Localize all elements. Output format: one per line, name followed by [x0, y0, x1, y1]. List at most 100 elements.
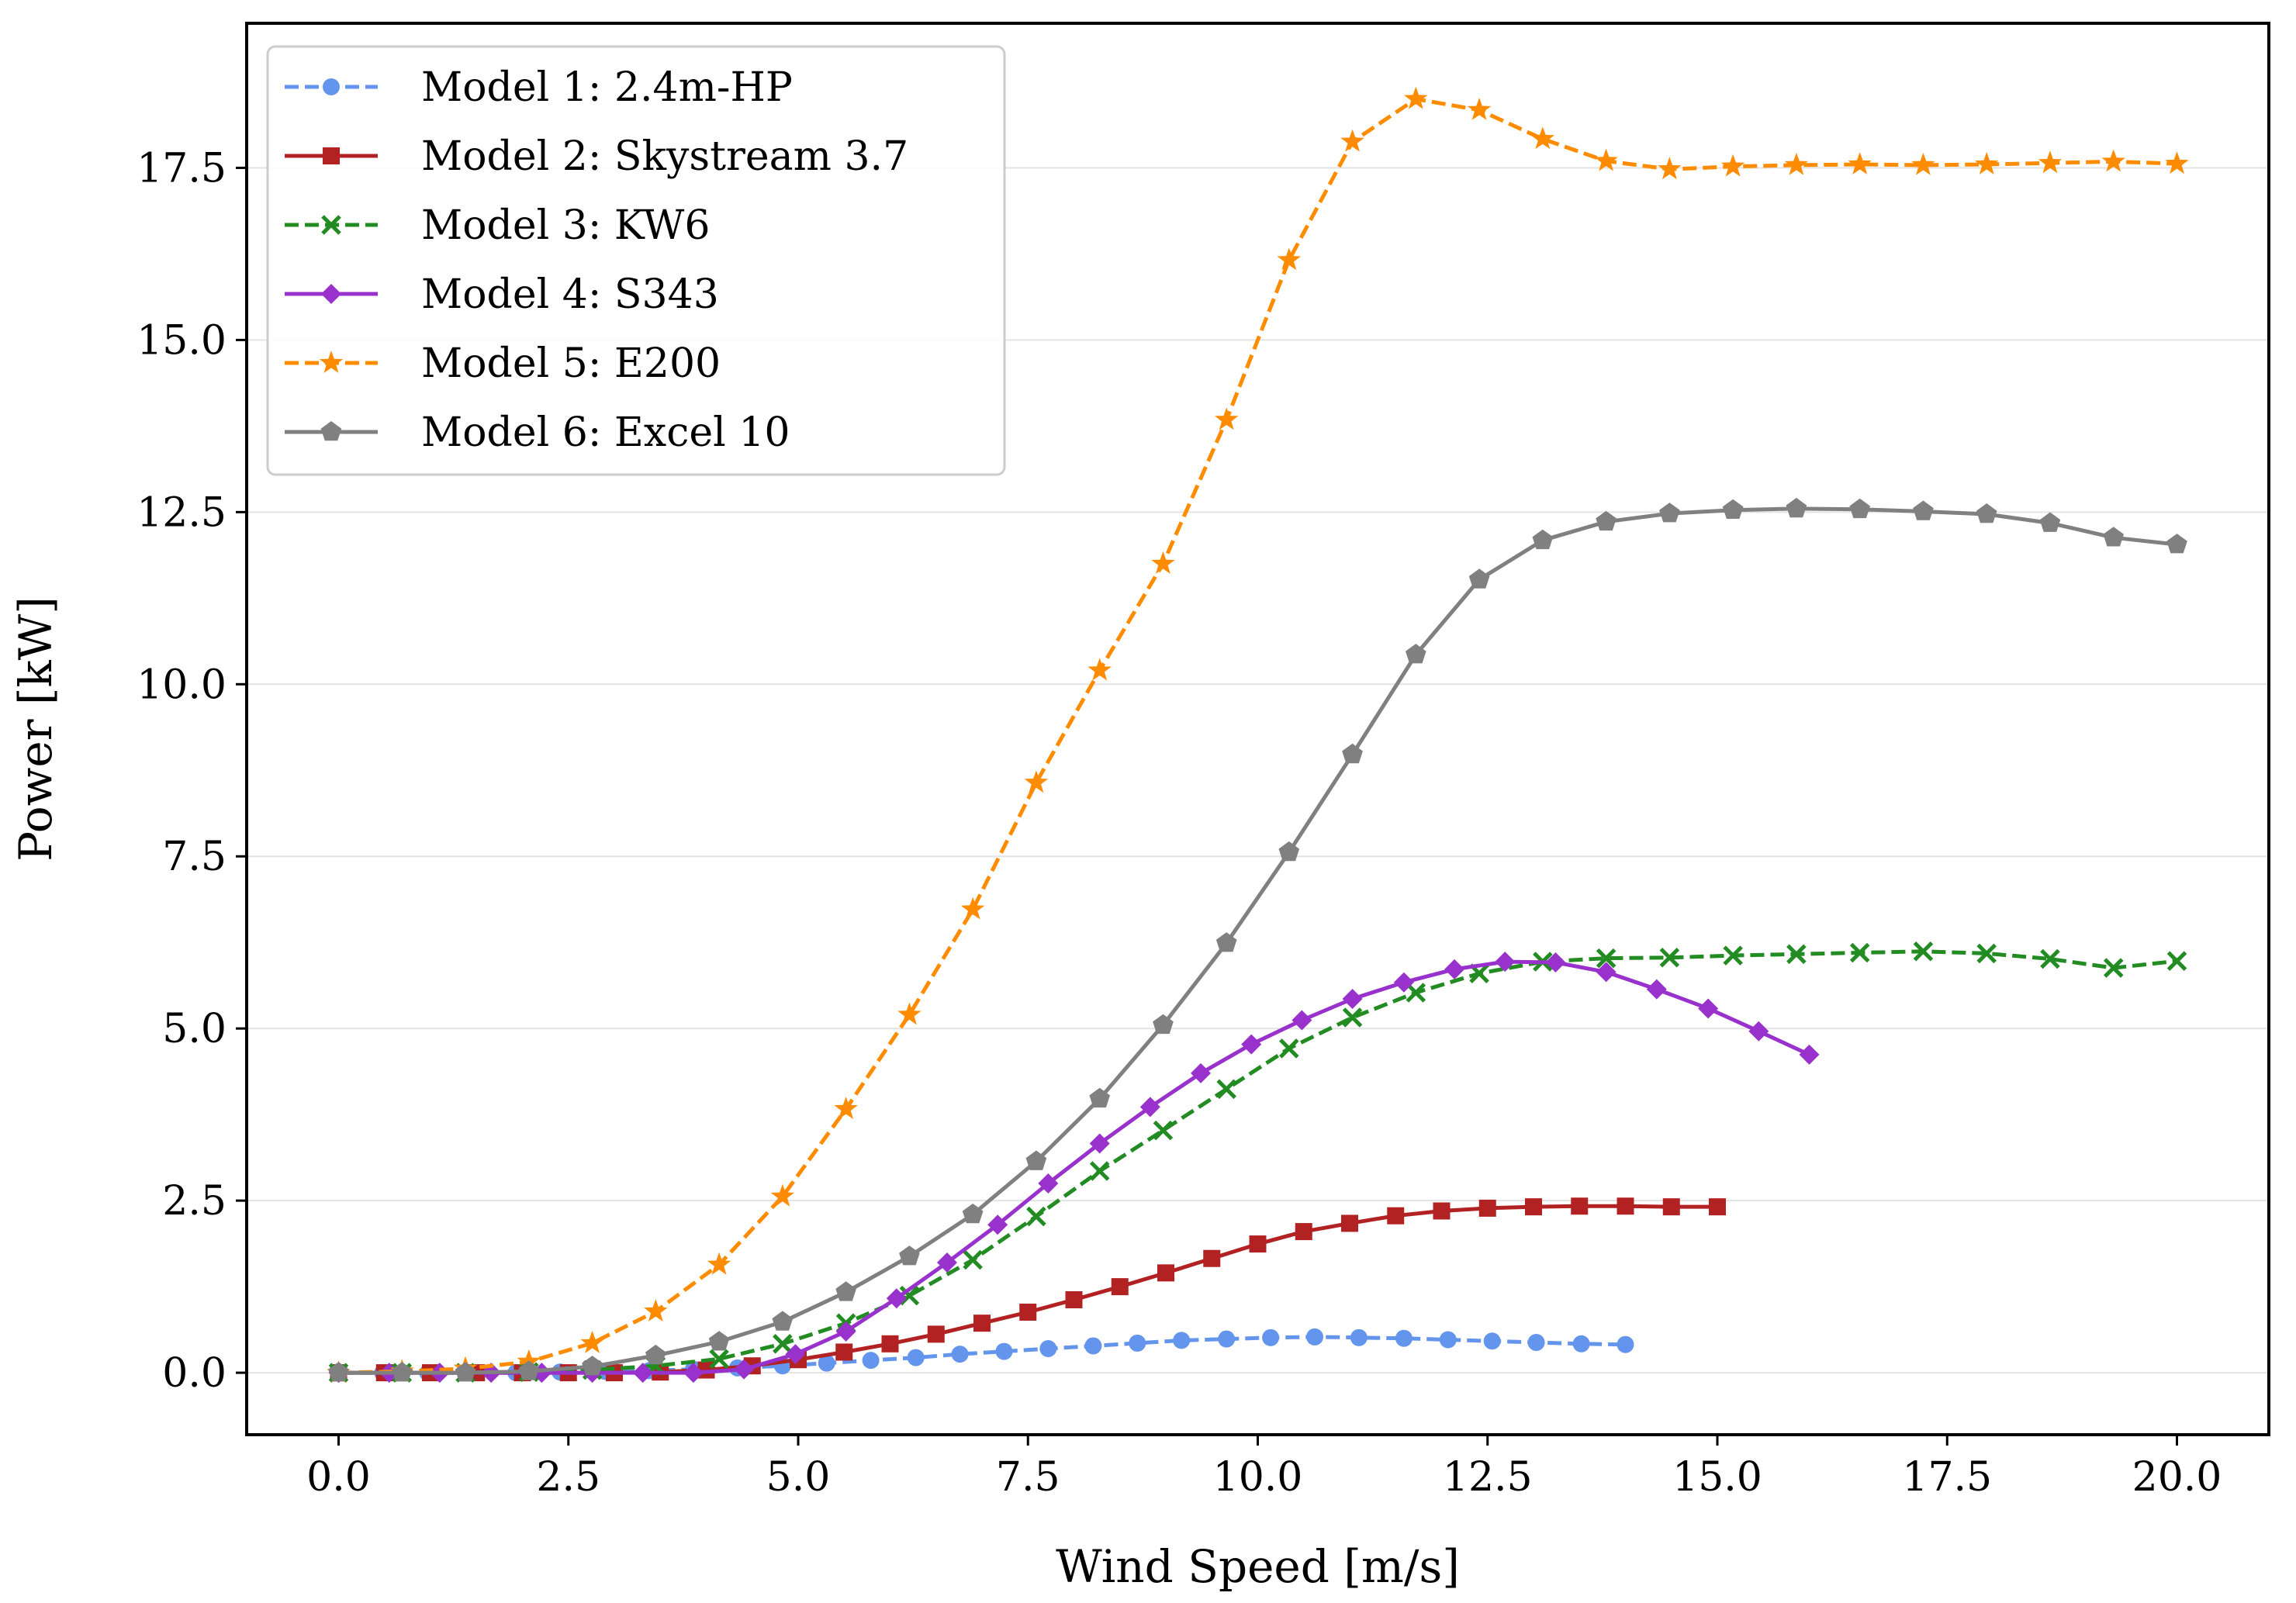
series-3-point [963, 1249, 983, 1270]
y-tick-label: 17.5 [137, 145, 226, 192]
series-2-point [1341, 1214, 1358, 1232]
x-tick-label: 12.5 [1443, 1454, 1533, 1501]
series-6-point [2039, 512, 2061, 532]
series-6-point [1913, 500, 1934, 520]
series-2-point [1525, 1198, 1542, 1216]
series-4-point [1393, 972, 1414, 993]
legend-box [266, 45, 1006, 476]
series-1-point [1617, 1335, 1634, 1353]
series-4-point [1646, 979, 1667, 1000]
series-1-point [1084, 1337, 1102, 1355]
series-1-point [951, 1346, 969, 1363]
series-2-point [835, 1343, 853, 1361]
series-3-point [1659, 947, 1680, 968]
series-2-point [881, 1335, 899, 1353]
series-4-point [936, 1252, 957, 1273]
y-tick-label: 5.0 [162, 1006, 226, 1052]
series-5-point [580, 1330, 604, 1353]
series-5-point [1151, 551, 1175, 574]
series-1-point [995, 1342, 1013, 1360]
x-tick-label: 17.5 [1902, 1454, 1992, 1501]
series-1-point [1173, 1332, 1191, 1349]
series-5-point [2038, 150, 2063, 174]
series-5-point [1530, 126, 1555, 150]
series-3-point [1342, 1007, 1363, 1028]
series-6-point [645, 1344, 666, 1365]
legend-label: Model 2: Skystream 3.7 [421, 133, 908, 180]
y-tick-label: 15.0 [137, 317, 226, 364]
series-3-point [2040, 948, 2060, 969]
series-4-point [1038, 1173, 1059, 1194]
series-5-point [1658, 157, 1682, 180]
series-5-point [960, 897, 985, 920]
series-6-point [899, 1245, 920, 1266]
series-4-point [1241, 1034, 1262, 1055]
legend: Model 1: 2.4m-HP Model 2: Skystream 3.7 Mo… [266, 45, 1006, 476]
series-3-point [1596, 948, 1617, 969]
series-2-point [1111, 1278, 1129, 1296]
series-5-point [1594, 148, 1618, 171]
series-2-point [1203, 1249, 1221, 1267]
series-4-point [683, 1363, 704, 1384]
series-1-point [1305, 1328, 1323, 1346]
series-6-point [455, 1362, 476, 1382]
series-5-point [1467, 97, 1492, 120]
series-5-point [1024, 770, 1049, 793]
series-1-point [1572, 1335, 1590, 1353]
series-6-point [1215, 932, 1237, 952]
series-2-point [1709, 1198, 1726, 1216]
series-2-point [1433, 1202, 1451, 1220]
series-1-point [1527, 1334, 1545, 1352]
series-5-point [2101, 149, 2125, 172]
series-5-point [1404, 86, 1428, 109]
y-axis-label: Power [kW] [9, 596, 62, 862]
legend-item-6: Model 6: Excel 10 [285, 409, 790, 456]
series-3-point [1153, 1120, 1174, 1141]
series-6-point [1722, 499, 1744, 519]
y-tick-label: 12.5 [137, 489, 226, 536]
series-3-point [1026, 1206, 1046, 1227]
series-4-point [734, 1359, 755, 1380]
series-2-point [1617, 1197, 1634, 1215]
series-3-point [1406, 983, 1426, 1003]
series-5-point [1975, 152, 1999, 174]
series-4-point [886, 1288, 907, 1309]
series-2-point [927, 1325, 945, 1343]
legend-item-4: Model 4: S343 [285, 271, 719, 318]
series-6-point [392, 1362, 413, 1382]
legend-item-1: Model 1: 2.4m-HP [285, 64, 793, 111]
series-6-point [1849, 498, 1870, 519]
series-1-point [862, 1352, 880, 1370]
series-5-point [644, 1299, 668, 1321]
series-1-point [1262, 1328, 1280, 1346]
series-6-point [518, 1360, 540, 1380]
series-1-point [907, 1349, 925, 1366]
series-2-point [1295, 1223, 1312, 1241]
series-6-point [1659, 503, 1680, 523]
legend-label: Model 3: KW6 [421, 202, 710, 249]
series-6-point [1786, 497, 1807, 518]
series-3-point [2103, 958, 2124, 978]
x-tick-label: 20.0 [2132, 1454, 2222, 1501]
legend-label: Model 1: 2.4m-HP [421, 64, 793, 111]
legend-swatch-marker [320, 421, 342, 441]
series-3-point [1849, 942, 1870, 963]
series-6-point [2103, 527, 2124, 547]
x-tick-label: 2.5 [536, 1454, 600, 1501]
series-4-point [1495, 952, 1516, 973]
x-tick-label: 5.0 [766, 1454, 831, 1501]
legend-item-3: Model 3: KW6 [285, 202, 710, 249]
series-4-point [1748, 1021, 1769, 1042]
series-1-point [1483, 1332, 1501, 1350]
series-4-point [835, 1321, 856, 1342]
legend-swatch-marker [321, 215, 341, 235]
series-1-point [1350, 1328, 1368, 1346]
series-2-point [1065, 1290, 1083, 1308]
series-2-point [1571, 1197, 1589, 1215]
series-6-point [708, 1331, 730, 1351]
series-5-point [2165, 151, 2189, 174]
series-6-point [1025, 1150, 1047, 1170]
legend-swatch-marker [323, 147, 340, 164]
legend-label: Model 4: S343 [421, 271, 719, 318]
